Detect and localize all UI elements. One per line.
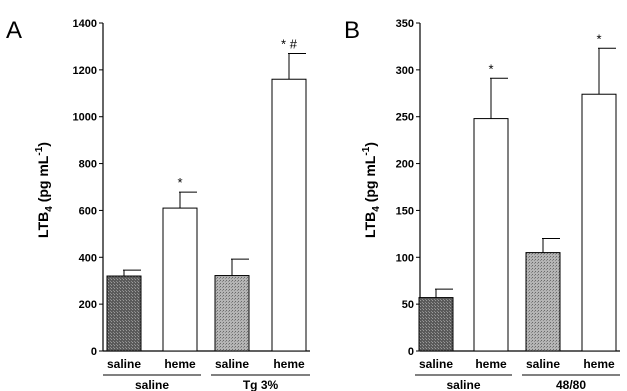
panel-a-y-tick-label: 400	[79, 252, 97, 264]
panel-b-significance-marker: *	[488, 61, 493, 76]
panel-a-category-label: saline	[107, 357, 141, 371]
panel-b-category-label: heme	[475, 357, 507, 371]
panel-a-bar	[162, 207, 198, 352]
panel-b-significance-marker: *	[596, 31, 601, 46]
panel-b-y-tick-label: 300	[396, 65, 414, 77]
panel-a-bar	[106, 275, 142, 352]
panel-b-category-label: saline	[419, 357, 453, 371]
panel-a-category-label: heme	[164, 357, 196, 371]
panel-b-category-label: saline	[526, 357, 560, 371]
panel-a-y-tick-label: 0	[91, 346, 97, 358]
panel-a-bar	[214, 275, 250, 352]
panel-b-group-label: saline	[446, 378, 480, 391]
panel-a-category-label: saline	[215, 357, 249, 371]
panel-a-y-tick-label: 1200	[73, 65, 97, 77]
panel-a-bar	[271, 78, 307, 352]
panel-b-bar	[418, 297, 454, 352]
panel-a-y-axis-label: LTB4 (pg mL-1)	[34, 142, 55, 238]
panel-b-letter: B	[344, 17, 360, 44]
panel-b-y-axis-label: LTB4 (pg mL-1)	[361, 142, 382, 238]
panel-a-letter: A	[6, 17, 22, 44]
panel-a: A LTB4 (pg mL-1) 0 200 400 600 800 1000 1200 14…	[6, 17, 310, 391]
panel-a-significance-marker: *	[177, 175, 182, 190]
panel-a-y-tick-label: 600	[79, 205, 97, 217]
panel-a-y-tick-label: 200	[79, 299, 97, 311]
panel-b-y-tick-label: 150	[396, 205, 414, 217]
panel-b-y-tick-label: 350	[396, 18, 414, 30]
panel-a-y-tick-label: 1400	[73, 18, 97, 30]
panel-a-significance-marker: * #	[281, 36, 298, 51]
panel-b-bar	[581, 93, 617, 352]
panel-b-y-tick-label: 50	[402, 299, 414, 311]
panel-b-category-label: heme	[583, 357, 615, 371]
panel-b-bar	[473, 118, 509, 352]
panel-a-y-tick-label: 800	[79, 159, 97, 171]
panel-a-category-label: heme	[273, 357, 305, 371]
panel-a-y-tick-label: 1000	[73, 112, 97, 124]
panel-b-group-label: 48/80	[556, 378, 586, 391]
panel-b-y-tick-label: 200	[396, 159, 414, 171]
panel-b: B LTB4 (pg mL-1) 0 50 100 150 200 250 300 350 s…	[344, 17, 620, 391]
panel-b-y-tick-label: 250	[396, 112, 414, 124]
panel-b-y-tick-label: 0	[408, 346, 414, 358]
panel-a-group-label: Tg 3%	[243, 378, 279, 391]
panel-b-bar	[525, 252, 561, 352]
panel-a-group-label: saline	[135, 378, 169, 391]
panel-b-y-tick-label: 100	[396, 252, 414, 264]
